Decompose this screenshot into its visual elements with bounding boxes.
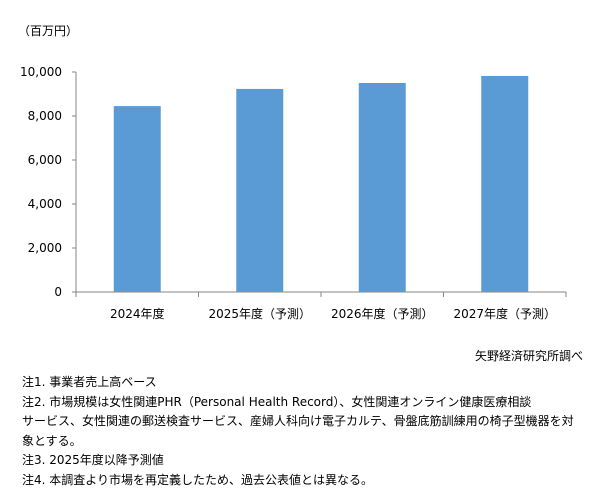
notes: 注1. 事業者売上高ベース 注2. 市場規模は女性関連PHR（Personal … <box>22 373 592 490</box>
note-line: サービス、女性関連の郵送検査サービス、産婦人科向け電子カルテ、骨盤底筋訓練用の椅… <box>22 414 574 428</box>
bar <box>481 75 529 293</box>
note-line: 注4. 本調査より市場を再定義したため、過去公表値とは異なる。 <box>22 472 374 487</box>
note-line: 注3. 2025年度以降予測値 <box>22 453 164 467</box>
x-tick-label: 2024年度 <box>110 306 165 321</box>
x-tick-label: 2026年度（予測） <box>331 306 434 321</box>
bar <box>113 106 161 292</box>
bar <box>358 83 406 292</box>
note-line: 注1. 事業者売上高ベース <box>22 375 157 389</box>
note-line: 象とする。 <box>22 433 82 448</box>
y-tick-label: 6,000 <box>28 153 62 167</box>
note-line: 注2. 市場規模は女性関連PHR（Personal Health Record）… <box>22 394 532 409</box>
y-tick-label: 8,000 <box>28 109 62 123</box>
y-tick-label: 10,000 <box>20 65 62 79</box>
y-tick-label: 0 <box>54 285 62 299</box>
x-tick-label: 2027年度（予測） <box>453 306 556 321</box>
y-tick-label: 2,000 <box>28 241 62 255</box>
source-label: 矢野経済研究所調べ <box>474 349 583 363</box>
y-axis-unit-label: （百万円） <box>18 24 79 38</box>
y-tick-label: 4,000 <box>28 197 62 211</box>
x-tick-label: 2025年度（予測） <box>208 306 311 321</box>
bar-chart: 0 2,000 4,000 6,000 8,000 10,000 2024年度 2025年度（… <box>20 65 567 321</box>
bar <box>236 88 284 292</box>
